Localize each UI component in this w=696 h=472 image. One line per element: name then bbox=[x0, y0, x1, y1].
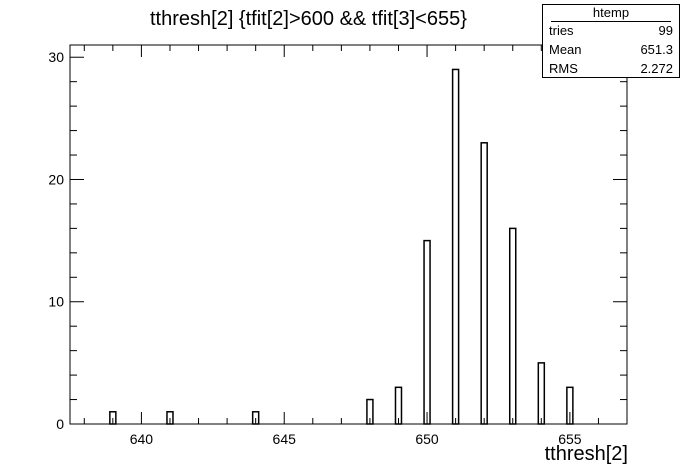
bar-654 bbox=[537, 362, 546, 425]
stats-box-name: htemp bbox=[551, 5, 671, 22]
x-tick-label-650: 650 bbox=[415, 431, 439, 447]
stats-box: htemp tries 99 Mean 651.3 RMS 2.272 bbox=[542, 4, 680, 78]
stats-rms-label: RMS bbox=[549, 61, 578, 76]
stats-row-mean: Mean 651.3 bbox=[543, 41, 679, 60]
bar-650 bbox=[423, 239, 431, 425]
x-tick-label-655: 655 bbox=[558, 431, 582, 447]
stats-mean-label: Mean bbox=[549, 42, 582, 57]
x-tick-label-640: 640 bbox=[130, 431, 154, 447]
x-axis-label: tthresh[2] bbox=[544, 443, 628, 465]
stats-entries-label: tries bbox=[549, 23, 574, 38]
y-tick-label-10: 10 bbox=[48, 294, 64, 310]
plot-frame bbox=[69, 44, 628, 425]
y-tick-label-30: 30 bbox=[48, 49, 64, 65]
stats-mean-value: 651.3 bbox=[640, 42, 673, 57]
bar-652 bbox=[480, 142, 488, 425]
stats-row-entries: tries 99 bbox=[543, 22, 679, 41]
bar-653 bbox=[508, 227, 517, 425]
chart-title: tthresh[2] {tfit[2]>600 && tfit[3]<655} bbox=[150, 8, 467, 30]
stats-rms-value: 2.272 bbox=[640, 61, 673, 76]
stats-entries-value: 99 bbox=[658, 23, 673, 38]
x-tick-label-645: 645 bbox=[273, 431, 297, 447]
y-tick-label-0: 0 bbox=[56, 416, 64, 432]
bar-651 bbox=[451, 68, 460, 425]
stats-row-rms: RMS 2.272 bbox=[543, 60, 679, 79]
y-tick-label-20: 20 bbox=[48, 171, 64, 187]
